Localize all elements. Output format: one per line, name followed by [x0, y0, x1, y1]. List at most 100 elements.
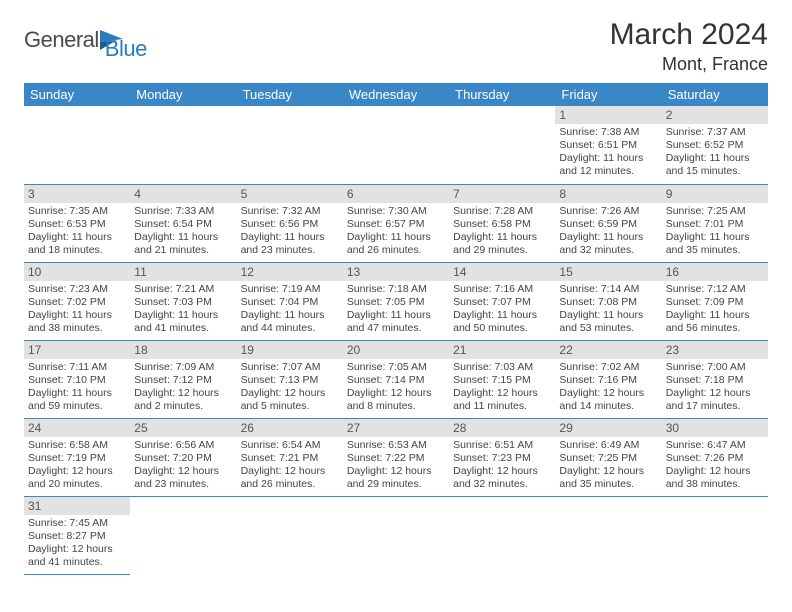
calendar-cell-empty [343, 496, 449, 574]
calendar-cell-empty [237, 496, 343, 574]
day-details: Sunrise: 7:23 AMSunset: 7:02 PMDaylight:… [24, 281, 130, 339]
day-number: 13 [343, 263, 449, 281]
day-details: Sunrise: 6:51 AMSunset: 7:23 PMDaylight:… [449, 437, 555, 495]
day-header: Monday [130, 83, 236, 106]
day-details: Sunrise: 7:19 AMSunset: 7:04 PMDaylight:… [237, 281, 343, 339]
daylight-line: Daylight: 12 hours and 32 minutes. [453, 465, 551, 491]
sunset-line: Sunset: 7:19 PM [28, 452, 126, 465]
title-block: March 2024 Mont, France [610, 18, 768, 75]
calendar-cell: 24Sunrise: 6:58 AMSunset: 7:19 PMDayligh… [24, 418, 130, 496]
calendar-cell: 28Sunrise: 6:51 AMSunset: 7:23 PMDayligh… [449, 418, 555, 496]
sunset-line: Sunset: 7:07 PM [453, 296, 551, 309]
daylight-line: Daylight: 11 hours and 35 minutes. [666, 231, 764, 257]
day-details: Sunrise: 7:03 AMSunset: 7:15 PMDaylight:… [449, 359, 555, 417]
location: Mont, France [610, 54, 768, 75]
calendar-cell: 30Sunrise: 6:47 AMSunset: 7:26 PMDayligh… [662, 418, 768, 496]
sunrise-line: Sunrise: 7:00 AM [666, 361, 764, 374]
day-details: Sunrise: 7:14 AMSunset: 7:08 PMDaylight:… [555, 281, 661, 339]
day-number: 14 [449, 263, 555, 281]
calendar-cell: 20Sunrise: 7:05 AMSunset: 7:14 PMDayligh… [343, 340, 449, 418]
day-header: Saturday [662, 83, 768, 106]
calendar-cell: 7Sunrise: 7:28 AMSunset: 6:58 PMDaylight… [449, 184, 555, 262]
sunset-line: Sunset: 7:04 PM [241, 296, 339, 309]
calendar-row: 1Sunrise: 7:38 AMSunset: 6:51 PMDaylight… [24, 106, 768, 184]
sunset-line: Sunset: 7:23 PM [453, 452, 551, 465]
daylight-line: Daylight: 12 hours and 26 minutes. [241, 465, 339, 491]
calendar-cell: 2Sunrise: 7:37 AMSunset: 6:52 PMDaylight… [662, 106, 768, 184]
sunrise-line: Sunrise: 7:18 AM [347, 283, 445, 296]
day-details: Sunrise: 7:11 AMSunset: 7:10 PMDaylight:… [24, 359, 130, 417]
day-details: Sunrise: 7:16 AMSunset: 7:07 PMDaylight:… [449, 281, 555, 339]
calendar-cell-empty [237, 106, 343, 184]
daylight-line: Daylight: 12 hours and 2 minutes. [134, 387, 232, 413]
calendar-cell: 12Sunrise: 7:19 AMSunset: 7:04 PMDayligh… [237, 262, 343, 340]
calendar-cell: 17Sunrise: 7:11 AMSunset: 7:10 PMDayligh… [24, 340, 130, 418]
logo: General Blue [24, 18, 147, 62]
sunset-line: Sunset: 7:15 PM [453, 374, 551, 387]
daylight-line: Daylight: 12 hours and 35 minutes. [559, 465, 657, 491]
day-number: 3 [24, 185, 130, 203]
day-details: Sunrise: 7:35 AMSunset: 6:53 PMDaylight:… [24, 203, 130, 261]
sunrise-line: Sunrise: 7:35 AM [28, 205, 126, 218]
day-number: 12 [237, 263, 343, 281]
day-details: Sunrise: 7:18 AMSunset: 7:05 PMDaylight:… [343, 281, 449, 339]
sunrise-line: Sunrise: 7:26 AM [559, 205, 657, 218]
day-details: Sunrise: 7:26 AMSunset: 6:59 PMDaylight:… [555, 203, 661, 261]
sunset-line: Sunset: 7:12 PM [134, 374, 232, 387]
day-details: Sunrise: 7:33 AMSunset: 6:54 PMDaylight:… [130, 203, 236, 261]
daylight-line: Daylight: 11 hours and 23 minutes. [241, 231, 339, 257]
day-number: 20 [343, 341, 449, 359]
day-number: 31 [24, 497, 130, 515]
calendar-cell: 5Sunrise: 7:32 AMSunset: 6:56 PMDaylight… [237, 184, 343, 262]
sunrise-line: Sunrise: 7:16 AM [453, 283, 551, 296]
calendar-cell: 27Sunrise: 6:53 AMSunset: 7:22 PMDayligh… [343, 418, 449, 496]
daylight-line: Daylight: 12 hours and 38 minutes. [666, 465, 764, 491]
sunset-line: Sunset: 8:27 PM [28, 530, 126, 543]
sunrise-line: Sunrise: 7:03 AM [453, 361, 551, 374]
day-details: Sunrise: 7:30 AMSunset: 6:57 PMDaylight:… [343, 203, 449, 261]
sunrise-line: Sunrise: 7:02 AM [559, 361, 657, 374]
daylight-line: Daylight: 12 hours and 14 minutes. [559, 387, 657, 413]
day-number: 23 [662, 341, 768, 359]
calendar-cell: 29Sunrise: 6:49 AMSunset: 7:25 PMDayligh… [555, 418, 661, 496]
day-header: Friday [555, 83, 661, 106]
calendar-cell-empty [130, 106, 236, 184]
sunset-line: Sunset: 7:21 PM [241, 452, 339, 465]
sunrise-line: Sunrise: 6:56 AM [134, 439, 232, 452]
sunrise-line: Sunrise: 6:51 AM [453, 439, 551, 452]
logo-text-general: General [24, 27, 99, 53]
day-number: 4 [130, 185, 236, 203]
day-header-row: SundayMondayTuesdayWednesdayThursdayFrid… [24, 83, 768, 106]
calendar-cell: 9Sunrise: 7:25 AMSunset: 7:01 PMDaylight… [662, 184, 768, 262]
daylight-line: Daylight: 11 hours and 44 minutes. [241, 309, 339, 335]
day-number: 26 [237, 419, 343, 437]
sunset-line: Sunset: 7:02 PM [28, 296, 126, 309]
day-number: 6 [343, 185, 449, 203]
calendar-cell-empty [555, 496, 661, 574]
day-header: Thursday [449, 83, 555, 106]
daylight-line: Daylight: 12 hours and 5 minutes. [241, 387, 339, 413]
daylight-line: Daylight: 11 hours and 12 minutes. [559, 152, 657, 178]
calendar-cell-empty [24, 106, 130, 184]
day-details: Sunrise: 6:54 AMSunset: 7:21 PMDaylight:… [237, 437, 343, 495]
day-details: Sunrise: 7:09 AMSunset: 7:12 PMDaylight:… [130, 359, 236, 417]
daylight-line: Daylight: 12 hours and 11 minutes. [453, 387, 551, 413]
calendar-cell: 23Sunrise: 7:00 AMSunset: 7:18 PMDayligh… [662, 340, 768, 418]
calendar-table: SundayMondayTuesdayWednesdayThursdayFrid… [24, 83, 768, 575]
sunrise-line: Sunrise: 7:25 AM [666, 205, 764, 218]
day-header: Wednesday [343, 83, 449, 106]
calendar-row: 17Sunrise: 7:11 AMSunset: 7:10 PMDayligh… [24, 340, 768, 418]
sunrise-line: Sunrise: 6:54 AM [241, 439, 339, 452]
day-number: 11 [130, 263, 236, 281]
day-number: 27 [343, 419, 449, 437]
sunset-line: Sunset: 7:10 PM [28, 374, 126, 387]
sunrise-line: Sunrise: 7:37 AM [666, 126, 764, 139]
sunset-line: Sunset: 6:56 PM [241, 218, 339, 231]
day-details: Sunrise: 7:02 AMSunset: 7:16 PMDaylight:… [555, 359, 661, 417]
sunrise-line: Sunrise: 6:47 AM [666, 439, 764, 452]
daylight-line: Daylight: 11 hours and 59 minutes. [28, 387, 126, 413]
day-details: Sunrise: 6:47 AMSunset: 7:26 PMDaylight:… [662, 437, 768, 495]
calendar-cell: 25Sunrise: 6:56 AMSunset: 7:20 PMDayligh… [130, 418, 236, 496]
sunrise-line: Sunrise: 7:11 AM [28, 361, 126, 374]
day-number: 15 [555, 263, 661, 281]
